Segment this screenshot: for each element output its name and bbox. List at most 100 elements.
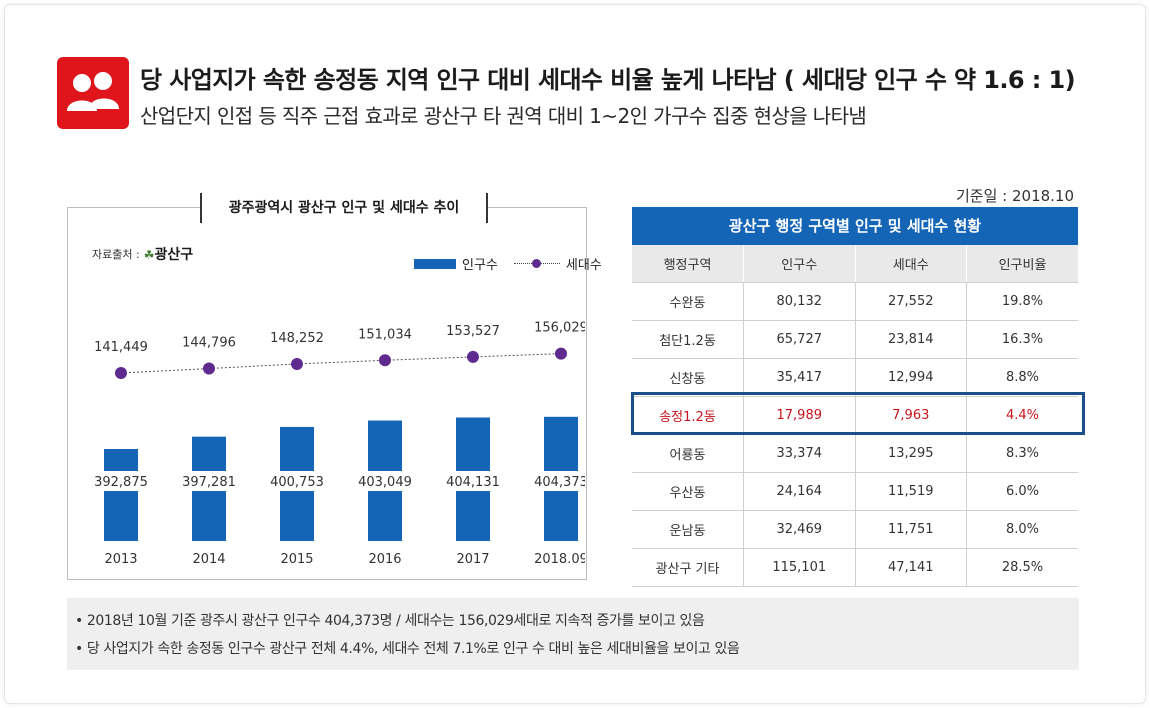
table-row: 어룡동 33,374 13,295 8.3% <box>632 434 1078 473</box>
x-tick-label: 2017 <box>456 552 489 567</box>
source-label: 자료출처 : <box>92 248 140 261</box>
households-label: 144,796 <box>182 336 236 351</box>
households-point <box>291 357 303 370</box>
table-cell: 운남동 <box>632 510 744 549</box>
table-title: 광산구 행정 구역별 인구 및 세대수 현황 <box>632 207 1078 245</box>
bar-population <box>104 449 138 471</box>
note-item: • 당 사업지가 속한 송정동 인구수 광산구 전체 4.4%, 세대수 전체 … <box>75 641 740 657</box>
source-logo: ☘광산구 <box>143 247 194 263</box>
chart-legend: 인구수 세대수 <box>414 254 602 273</box>
table-cell: 80,132 <box>743 282 856 321</box>
bar-label: 397,281 <box>182 475 236 490</box>
table-cell: 65,727 <box>743 320 856 359</box>
households-label: 153,527 <box>446 324 500 339</box>
bar-population <box>368 420 402 471</box>
x-tick-label: 2015 <box>280 552 313 567</box>
table-row: 광산구 기타 115,101 47,141 28.5% <box>632 548 1078 587</box>
x-tick-label: 2016 <box>368 552 401 567</box>
table-cell: 27,552 <box>855 282 967 321</box>
table-cell: 12,994 <box>855 358 967 397</box>
district-table: 광산구 행정 구역별 인구 및 세대수 현황 행정구역 인구수 세대수 인구비율… <box>632 207 1078 587</box>
table-cell: 17,989 <box>743 396 856 435</box>
legend-bar-swatch <box>414 258 456 269</box>
table-cell: 13,295 <box>855 434 967 473</box>
households-label: 148,252 <box>270 331 324 346</box>
x-tick-label: 2018.09 <box>534 552 585 567</box>
households-line <box>120 353 562 374</box>
bar-population <box>280 491 314 541</box>
table-row: 운남동 32,469 11,751 8.0% <box>632 510 1078 549</box>
bar-population <box>456 417 490 471</box>
table-cell: 35,417 <box>743 358 856 397</box>
table-header-row: 행정구역 인구수 세대수 인구비율 <box>632 245 1078 283</box>
legend-line-swatch <box>513 259 560 268</box>
table-cell: 16.3% <box>966 320 1078 359</box>
table-cell: 23,814 <box>855 320 967 359</box>
table-cell: 24,164 <box>743 472 856 511</box>
bar-population <box>192 436 226 471</box>
bar-label: 392,875 <box>94 475 148 490</box>
households-point <box>555 347 567 360</box>
table-cell: 7,963 <box>855 396 967 435</box>
sprout-icon: ☘ <box>143 248 155 262</box>
households-label: 151,034 <box>358 327 412 342</box>
table-cell: 8.3% <box>966 434 1078 473</box>
table-cell: 수완동 <box>632 282 744 321</box>
bar-label: 404,131 <box>446 475 500 490</box>
bar-label: 400,753 <box>270 475 324 490</box>
table-cell: 19.8% <box>966 282 1078 321</box>
bar-population <box>544 491 578 541</box>
table-cell: 첨단1.2동 <box>632 320 744 359</box>
households-point <box>379 354 391 367</box>
page-frame <box>4 4 1146 704</box>
table-cell: 4.4% <box>966 396 1078 435</box>
bar-label: 403,049 <box>358 475 412 490</box>
legend-population: 인구수 <box>462 258 498 273</box>
table-cell: 47,141 <box>855 548 967 587</box>
table-row: 신창동 35,417 12,994 8.8% <box>632 358 1078 397</box>
date-note: 기준일 : 2018.10 <box>956 187 1075 205</box>
table-cell: 6.0% <box>966 472 1078 511</box>
col-header: 세대수 <box>855 245 967 283</box>
bar-population <box>544 416 578 471</box>
bar-population <box>456 491 490 541</box>
table-row: 첨단1.2동 65,727 23,814 16.3% <box>632 320 1078 359</box>
note-item: • 2018년 10월 기준 광주시 광산구 인구수 404,373명 / 세대… <box>75 613 705 629</box>
households-point <box>115 367 127 379</box>
table-cell: 32,469 <box>743 510 856 549</box>
bar-population <box>104 491 138 541</box>
households-point <box>203 362 215 375</box>
table-cell: 33,374 <box>743 434 856 473</box>
table-cell: 11,519 <box>855 472 967 511</box>
table-cell: 11,751 <box>855 510 967 549</box>
col-header: 인구수 <box>743 245 856 283</box>
table-cell: 어룡동 <box>632 434 744 473</box>
table-cell: 28.5% <box>966 548 1078 587</box>
table-row: 수완동 80,132 27,552 19.8% <box>632 282 1078 321</box>
bar-population <box>368 491 402 541</box>
households-label: 141,449 <box>94 340 148 355</box>
legend-households: 세대수 <box>565 258 602 273</box>
table-cell: 우산동 <box>632 472 744 511</box>
table-cell: 광산구 기타 <box>632 548 744 587</box>
bar-population <box>280 426 314 471</box>
users-icon <box>57 57 129 129</box>
table-row: 송정1.2동 17,989 7,963 4.4% <box>632 396 1078 435</box>
notes-box: • 2018년 10월 기준 광주시 광산구 인구수 404,373명 / 세대… <box>67 598 1079 670</box>
households-label: 156,029 <box>534 321 585 336</box>
table-cell: 신창동 <box>632 358 744 397</box>
bar-label: 404,373 <box>534 475 585 490</box>
chart-source: 자료출처 : ☘광산구 <box>92 244 193 264</box>
bar-population <box>192 491 226 541</box>
table-cell: 8.8% <box>966 358 1078 397</box>
chart-title: 광주광역시 광산구 인구 및 세대수 추이 <box>200 193 488 223</box>
chart-svg: 392,875 2013 397,281 2014 400,753 2015 403,049… <box>94 321 585 567</box>
table-cell: 송정1.2동 <box>632 396 744 435</box>
households-point <box>467 350 479 363</box>
x-tick-label: 2013 <box>104 552 137 567</box>
table-row: 우산동 24,164 11,519 6.0% <box>632 472 1078 511</box>
table-cell: 8.0% <box>966 510 1078 549</box>
page-subtitle: 산업단지 인접 등 직주 근접 효과로 광산구 타 권역 대비 1~2인 가구수… <box>140 104 867 128</box>
page-title: 당 사업지가 속한 송정동 지역 인구 대비 세대수 비율 높게 나타남 ( 세… <box>140 66 1076 94</box>
x-tick-label: 2014 <box>192 552 225 567</box>
